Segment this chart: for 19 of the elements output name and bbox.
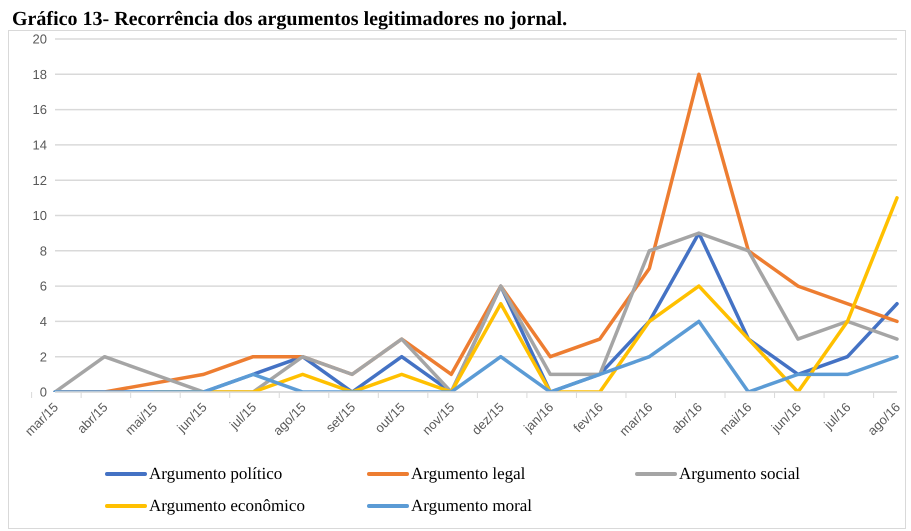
legend-label: Argumento social: [679, 464, 800, 484]
y-tick-label: 20: [32, 32, 47, 47]
line-series: [53, 231, 899, 392]
y-tick-label: 6: [40, 278, 47, 294]
line-series: [53, 320, 899, 392]
chart-title: Gráfico 13- Recorrência dos argumentos legitimadores no jornal.: [12, 8, 568, 30]
y-tick-label: 0: [40, 384, 47, 400]
legend-label: Argumento legal: [411, 464, 526, 484]
y-tick-label: 4: [40, 314, 47, 330]
y-tick-label: 12: [32, 172, 47, 188]
legend-label: Argumento político: [149, 464, 282, 484]
y-tick-label: 2: [40, 349, 47, 364]
legend-label: Argumento econômico: [149, 496, 305, 516]
y-tick-label: 10: [32, 208, 47, 224]
y-tick-label: 8: [40, 243, 47, 258]
legend-label: Argumento moral: [411, 496, 532, 516]
y-tick-label: 18: [32, 66, 47, 82]
y-tick-label: 14: [32, 138, 47, 153]
y-tick-label: 16: [32, 102, 47, 118]
